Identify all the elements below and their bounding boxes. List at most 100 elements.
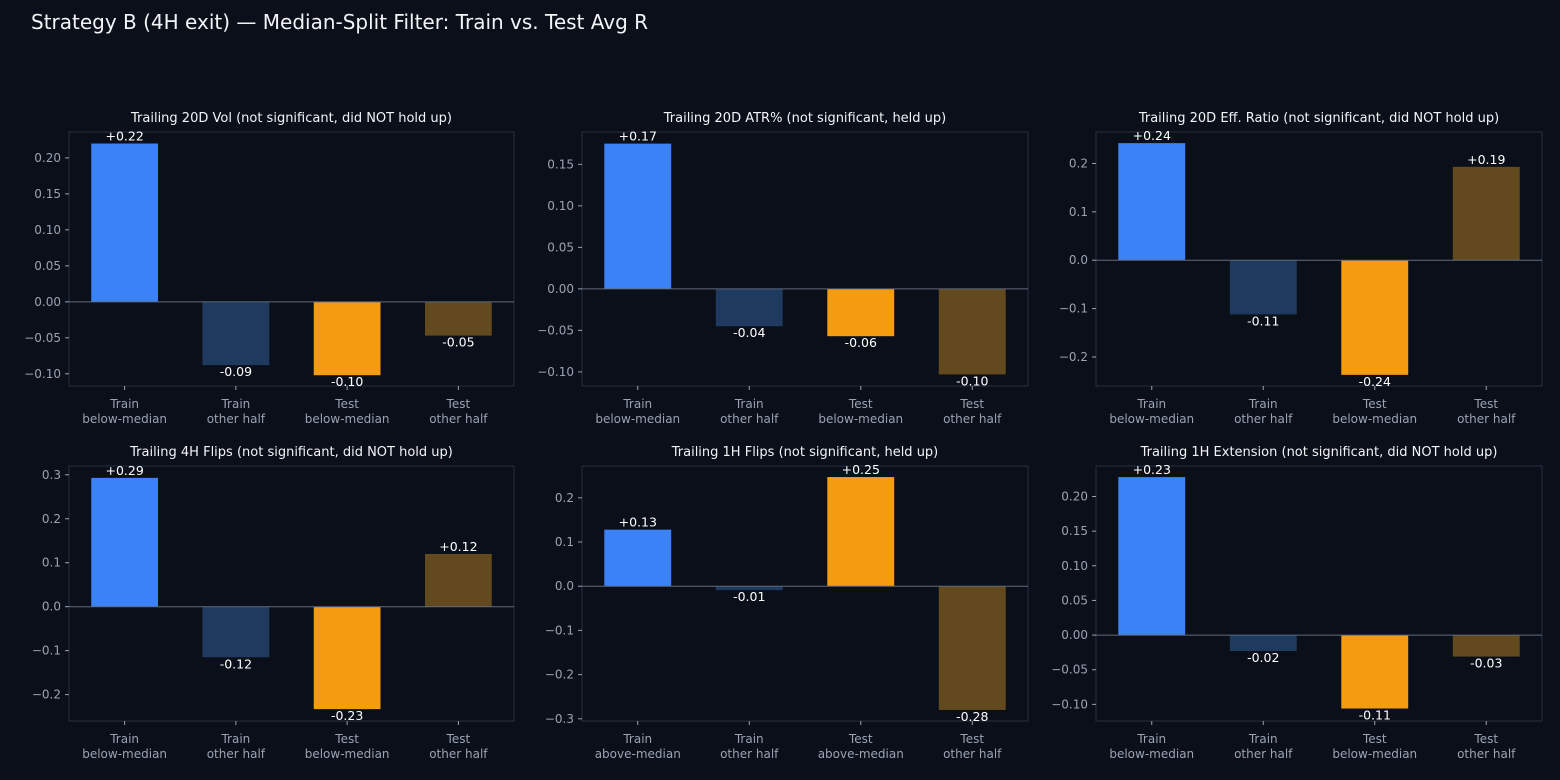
x-tick-label-line: Train	[734, 732, 764, 746]
bar-value-label: -0.28	[956, 709, 988, 724]
y-tick-label: −0.3	[545, 712, 574, 726]
y-tick-label: −0.10	[537, 365, 574, 379]
bar-value-label: +0.22	[105, 129, 143, 144]
y-tick-label: 0.15	[34, 187, 61, 201]
y-tick-label: 0.2	[42, 512, 61, 526]
panel-title: Trailing 1H Flips (not significant, held…	[671, 445, 939, 460]
bar-value-label: -0.11	[1247, 313, 1279, 328]
x-tick-label-line: Test	[959, 732, 984, 746]
x-tick-label-line: other half	[1234, 747, 1293, 761]
y-tick-label: 0.05	[1061, 593, 1088, 607]
bar	[425, 301, 492, 336]
y-tick-label: −0.05	[1051, 663, 1088, 677]
x-tick-label: Test below-median	[1332, 397, 1417, 426]
x-tick-label: Train below-median	[1109, 397, 1194, 426]
x-tick-label-line: Test	[848, 397, 873, 411]
bar-value-label: +0.13	[619, 515, 657, 530]
y-tick-label: −0.1	[1059, 302, 1088, 316]
bar-value-label: -0.23	[331, 708, 363, 723]
bar	[202, 606, 270, 658]
x-tick-label-line: other half	[1234, 412, 1293, 426]
x-tick-label-line: below-median	[82, 412, 167, 426]
panel-title: Trailing 20D Eff. Ratio (not significant…	[1138, 111, 1499, 126]
bar	[938, 586, 1006, 710]
bar	[1341, 635, 1409, 709]
x-tick-label: Test other half	[1457, 732, 1516, 761]
y-tick-label: 0.15	[547, 157, 574, 171]
y-tick-label: 0.1	[42, 556, 61, 570]
bar	[1118, 477, 1186, 636]
y-tick-label: 0.20	[1061, 489, 1088, 503]
x-tick-label-line: below-median	[305, 747, 390, 761]
bar-value-label: -0.04	[733, 325, 765, 340]
x-tick-label-line: other half	[943, 747, 1002, 761]
y-tick-label: 0.05	[34, 259, 61, 273]
x-tick-label: Test other half	[429, 732, 488, 761]
y-tick-label: 0.1	[555, 535, 574, 549]
x-tick-label-line: above-median	[595, 747, 681, 761]
axes-frame	[1095, 465, 1543, 722]
y-tick-label: −0.1	[545, 623, 574, 637]
x-tick-label: Test below-median	[305, 397, 390, 426]
x-tick-label: Test below-median	[305, 732, 390, 761]
y-tick-label: 0.0	[42, 600, 61, 614]
bar	[604, 143, 672, 289]
x-tick-label-line: Train	[622, 732, 652, 746]
axes-frame	[1095, 131, 1543, 387]
x-tick-label: Test other half	[429, 397, 488, 426]
x-tick-label: Train other half	[207, 397, 266, 426]
x-tick-label-line: other half	[720, 412, 779, 426]
x-tick-label: Train other half	[207, 732, 266, 761]
bar-value-label: +0.29	[105, 463, 143, 478]
x-tick-label-line: other half	[943, 412, 1002, 426]
y-tick-label: 0.2	[1069, 156, 1088, 170]
x-tick-label-line: below-median	[1109, 747, 1194, 761]
bar-value-label: -0.11	[1359, 708, 1391, 723]
x-tick-label-line: Test	[1362, 732, 1387, 746]
y-tick-label: 0.00	[1061, 628, 1088, 642]
x-tick-label-line: other half	[207, 747, 266, 761]
x-tick-label: Train other half	[1234, 397, 1293, 426]
panel-title: Trailing 1H Extension (not significant, …	[1140, 445, 1498, 460]
y-tick-label: 0.2	[555, 491, 574, 505]
bar	[313, 301, 381, 376]
bar-value-label: +0.12	[439, 539, 477, 554]
y-tick-label: 0.15	[1061, 524, 1088, 538]
bar	[1229, 260, 1297, 315]
x-tick-label-line: Train	[734, 397, 764, 411]
x-tick-label-line: Train	[220, 397, 250, 411]
axes-frame	[581, 131, 1029, 387]
x-tick-label-line: other half	[720, 747, 779, 761]
bar	[827, 288, 895, 337]
y-tick-label: 0.05	[547, 240, 574, 254]
bar	[1341, 260, 1409, 375]
x-tick-label-line: other half	[1457, 747, 1516, 761]
x-tick-label-line: below-median	[595, 412, 680, 426]
bar	[1229, 635, 1297, 652]
x-tick-label-line: other half	[207, 412, 266, 426]
x-tick-label: Train above-median	[595, 732, 681, 761]
panel-title: Trailing 20D Vol (not significant, did N…	[130, 111, 452, 126]
x-tick-label-line: Train	[622, 397, 652, 411]
x-tick-label-line: Train	[109, 732, 139, 746]
bar	[604, 529, 672, 587]
x-tick-label-line: Test	[334, 732, 359, 746]
x-tick-label-line: below-median	[82, 747, 167, 761]
bar	[715, 288, 783, 327]
x-tick-label: Train below-median	[595, 397, 680, 426]
bar	[425, 553, 492, 607]
x-tick-label-line: Test	[1473, 397, 1498, 411]
x-tick-label-line: above-median	[818, 747, 904, 761]
x-tick-label-line: Test	[1473, 732, 1498, 746]
x-tick-label-line: Train	[1136, 397, 1166, 411]
bar-value-label: +0.24	[1133, 128, 1171, 143]
bar	[715, 586, 783, 591]
y-tick-label: 0.10	[1061, 559, 1088, 573]
bar	[827, 477, 895, 587]
bar	[938, 288, 1006, 375]
bar-value-label: +0.23	[1133, 462, 1171, 477]
y-tick-label: −0.10	[24, 367, 61, 381]
y-tick-label: 0.0	[555, 579, 574, 593]
y-tick-label: 0.20	[34, 151, 61, 165]
